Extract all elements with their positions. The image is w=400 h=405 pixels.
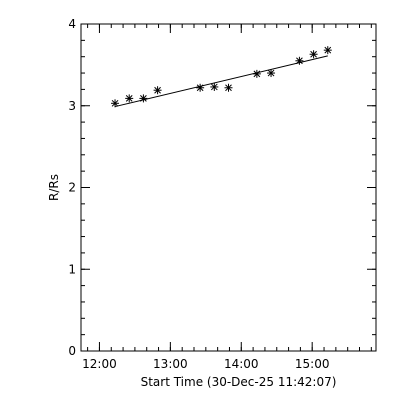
axes: [80, 23, 377, 352]
plot-frame: [80, 23, 377, 352]
data-point: [252, 69, 261, 78]
data-points: [111, 46, 332, 108]
data-point: [309, 50, 318, 59]
y-tick-label: 4: [68, 17, 76, 31]
x-tick-label: 14:00: [224, 357, 259, 371]
x-tick-label: 13:00: [153, 357, 188, 371]
data-point: [323, 46, 332, 55]
ticks: 0 1 2 3 4 12:00 13:00 14:00 15:00: [68, 17, 376, 371]
y-tick-label: 2: [68, 181, 76, 195]
data-point: [267, 69, 276, 78]
y-tick-label: 1: [68, 262, 76, 276]
data-point: [153, 86, 162, 95]
y-tick-label: 3: [68, 99, 76, 113]
data-point: [139, 94, 148, 103]
y-axis-label: R/Rs: [47, 174, 61, 201]
x-tick-label: 15:00: [295, 357, 330, 371]
y-tick-label: 0: [68, 344, 76, 358]
x-tick-label: 12:00: [82, 357, 117, 371]
data-point: [210, 82, 219, 91]
data-point: [295, 56, 304, 65]
data-point: [111, 99, 120, 108]
fit-line-group: [114, 55, 328, 108]
data-point: [224, 83, 233, 92]
data-point: [125, 94, 134, 103]
x-axis-label: Start Time (30-Dec-25 11:42:07): [141, 375, 337, 389]
data-point: [196, 83, 205, 92]
fit-line: [114, 55, 328, 108]
